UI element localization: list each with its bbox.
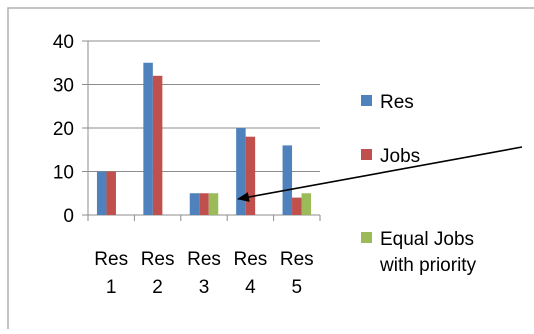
legend-swatch: [361, 232, 372, 243]
bar-res: [236, 128, 246, 215]
x-tick-label: Res: [234, 249, 268, 270]
x-tick-label: Res: [94, 249, 128, 270]
x-tick-label: 1: [106, 277, 117, 298]
bar-equal-jobs-with-priority: [208, 193, 219, 215]
bar-res: [143, 62, 153, 215]
bars: [96, 62, 312, 215]
y-tick-label: 40: [53, 32, 74, 53]
chart-border: [7, 7, 534, 334]
y-tick-label: 10: [53, 163, 74, 184]
x-tick-label: Res: [280, 249, 314, 270]
bar-jobs: [245, 136, 256, 215]
y-tick-label: 30: [53, 76, 74, 97]
x-tick-label: 2: [152, 277, 163, 298]
x-tick-label: Res: [141, 249, 175, 270]
x-tick-label: 3: [199, 277, 210, 298]
legend-label: Equal Jobs: [380, 229, 474, 250]
bar-res: [189, 193, 200, 215]
bar-equal-jobs-with-priority: [301, 193, 312, 215]
x-tick-label: 5: [292, 277, 303, 298]
y-axis: 0 10 20 30 40: [53, 32, 89, 227]
legend-label: Jobs: [380, 146, 420, 167]
bar-jobs: [152, 75, 163, 215]
bar-jobs: [292, 197, 302, 215]
bar-jobs: [199, 193, 209, 215]
annotation-arrow: [237, 146, 523, 202]
bar-res: [282, 145, 293, 215]
x-tick-label: 4: [245, 277, 256, 298]
bar-jobs: [106, 171, 116, 215]
legend-swatch: [361, 149, 372, 160]
legend-swatch: [361, 95, 372, 106]
x-axis: Res 1 Res 2 Res 3 Res 4 Res 5: [87, 214, 321, 298]
legend-label: with priority: [379, 255, 477, 276]
y-tick-label: 0: [63, 206, 74, 227]
y-tick-label: 20: [53, 119, 74, 140]
legend: Res Jobs Equal Jobs with priority: [361, 92, 477, 276]
legend-label: Res: [380, 92, 414, 113]
bar-res: [96, 171, 107, 215]
x-tick-label: Res: [187, 249, 221, 270]
